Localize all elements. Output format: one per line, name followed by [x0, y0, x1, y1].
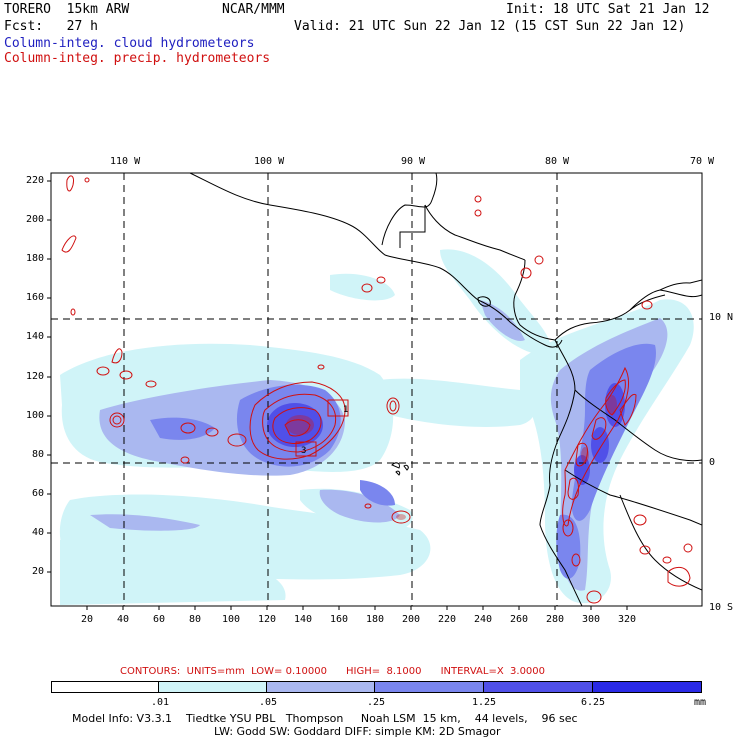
- y-tick-label: 180: [26, 253, 45, 264]
- ecuador-peru-border: [564, 469, 702, 526]
- colorbar-threshold: .05: [259, 697, 278, 708]
- yucatan: [381, 173, 438, 246]
- colorbar-bin: [375, 681, 484, 693]
- plot-frame: [50, 172, 703, 607]
- x-tick-label: 80: [189, 614, 202, 625]
- cloud-mid-center-america: [480, 300, 525, 341]
- cloud-area-east-pacific: [380, 378, 535, 427]
- colorbar-bin: [267, 681, 375, 693]
- y-tick-label: 160: [26, 292, 45, 303]
- y-tick-label: 220: [26, 175, 45, 186]
- model-title: TORERO 15km ARW: [4, 2, 130, 17]
- cloud-field: [59, 249, 694, 605]
- colorbar-bin: [51, 681, 159, 693]
- model-physics: LW: Godd SW: Goddard DIFF: simple KM: 2D…: [214, 725, 501, 738]
- y-tick-label: 100: [26, 410, 45, 421]
- forecast-hour: Fcst: 27 h: [4, 19, 98, 34]
- colorbar-bin: [159, 681, 267, 693]
- valid-time: Valid: 21 UTC Sun 22 Jan 12 (15 CST Sun …: [294, 19, 686, 34]
- colorbar-frame: [51, 681, 702, 693]
- cloud-deep-andes-2: [591, 427, 609, 463]
- y-tick-label: 200: [26, 214, 45, 225]
- lat-label: 10 S: [709, 602, 734, 613]
- y-tick-label: 140: [26, 331, 45, 342]
- x-tick-label: 60: [153, 614, 166, 625]
- legend-precip: Column-integ. precip. hydrometeors: [4, 51, 271, 66]
- colorbar-units: mm: [694, 697, 707, 708]
- lon-label: 90 W: [401, 156, 426, 167]
- y-tick-label: 60: [32, 488, 45, 499]
- init-time: Init: 18 UTC Sat 21 Jan 12: [506, 2, 710, 17]
- lake-nicaragua: [477, 296, 491, 307]
- y-tick-label: 80: [32, 449, 45, 460]
- precip-cores: [286, 395, 617, 520]
- contours-info: CONTOURS: UNITS=mm LOW= 0.10000 HIGH= 8.…: [120, 666, 546, 677]
- cloud-dark-south-andes: [556, 514, 581, 579]
- colorbar-bin: [484, 681, 593, 693]
- y-tick-label: 40: [32, 527, 45, 538]
- central-america-south: [513, 259, 556, 341]
- org-label: NCAR/MMM: [222, 2, 285, 17]
- colorbar-threshold: .01: [151, 697, 170, 708]
- x-tick-label: 260: [510, 614, 529, 625]
- venezuela-coast: [659, 279, 702, 291]
- cloud-mid-south: [319, 489, 400, 523]
- cloud-dark-andes: [571, 343, 656, 521]
- min-marker: 3: [301, 446, 306, 456]
- x-tick-label: 320: [618, 614, 637, 625]
- cloud-dark-west: [150, 417, 215, 440]
- tick-marks: [47, 180, 628, 610]
- x-tick-label: 160: [330, 614, 349, 625]
- x-tick-label: 40: [117, 614, 130, 625]
- graticule: [51, 173, 702, 606]
- colombia-ecuador-border: [574, 389, 702, 462]
- cloud-dark-east: [360, 480, 395, 506]
- max-marker: 1: [343, 405, 348, 415]
- colorbar-threshold: 6.25: [581, 697, 606, 708]
- cloud-deep-core: [267, 403, 323, 447]
- lon-label: 100 W: [254, 156, 285, 167]
- central-america-north: [424, 204, 526, 261]
- lon-label: 110 W: [110, 156, 141, 167]
- model-info: Model Info: V3.3.1 Tiedtke YSU PBL Thomp…: [72, 712, 578, 725]
- x-tick-label: 140: [294, 614, 313, 625]
- lat-label: 0: [709, 457, 716, 468]
- x-tick-label: 100: [222, 614, 241, 625]
- lon-label: 80 W: [545, 156, 570, 167]
- y-tick-label: 20: [32, 566, 45, 577]
- lat-label: 10 N: [709, 312, 734, 323]
- x-tick-label: 300: [582, 614, 601, 625]
- mexico-coast: [189, 173, 563, 348]
- colorbar-threshold: .25: [367, 697, 386, 708]
- x-tick-label: 240: [474, 614, 493, 625]
- x-tick-label: 120: [258, 614, 277, 625]
- coastlines: [189, 173, 702, 606]
- guatemala-border: [399, 205, 426, 248]
- legend-cloud: Column-integ. cloud hydrometeors: [4, 36, 255, 51]
- x-tick-label: 220: [438, 614, 457, 625]
- y-tick-label: 120: [26, 371, 45, 382]
- cloud-mid-strip: [90, 514, 200, 531]
- lon-label: 70 W: [690, 156, 715, 167]
- galapagos: [391, 462, 409, 476]
- cloud-area-sw: [60, 538, 286, 605]
- x-tick-label: 180: [366, 614, 385, 625]
- precip-contours: [61, 175, 693, 604]
- cloud-area-central-america: [440, 249, 551, 355]
- x-tick-label: 280: [546, 614, 565, 625]
- colorbar-threshold: 1.25: [472, 697, 497, 708]
- x-tick-label: 20: [81, 614, 94, 625]
- x-tick-label: 200: [402, 614, 421, 625]
- contour-cluster-core: [249, 381, 346, 460]
- peru-brazil-border: [619, 494, 702, 591]
- contour-andes: [562, 366, 629, 527]
